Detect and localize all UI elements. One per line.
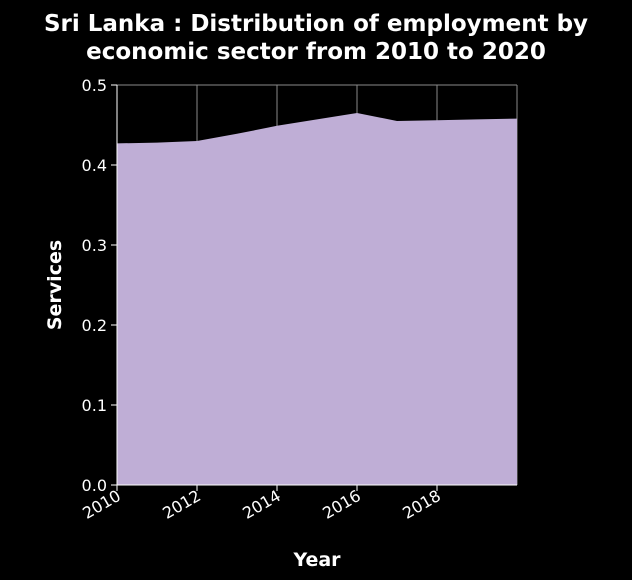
x-axis-label: Year <box>292 549 341 571</box>
plot-area <box>117 113 517 485</box>
chart-title-line-2: economic sector from 2010 to 2020 <box>86 39 546 65</box>
x-tick-label: 2014 <box>239 486 284 523</box>
chart-title-line-1: Sri Lanka : Distribution of employment b… <box>44 11 588 37</box>
y-tick-label: 0.2 <box>82 316 107 335</box>
axes <box>111 84 517 491</box>
y-axis-label: Services <box>44 240 66 330</box>
y-tick-label: 0.1 <box>82 396 107 415</box>
x-tick-label: 2012 <box>159 486 204 523</box>
y-tick-label: 0.3 <box>82 236 107 255</box>
y-tick-label: 0.4 <box>82 156 107 175</box>
x-tick-label: 2018 <box>399 486 444 523</box>
y-tick-label: 0.0 <box>82 476 107 495</box>
services-area <box>117 113 517 485</box>
y-tick-label: 0.5 <box>82 76 107 95</box>
x-tick-label: 2016 <box>319 486 364 523</box>
